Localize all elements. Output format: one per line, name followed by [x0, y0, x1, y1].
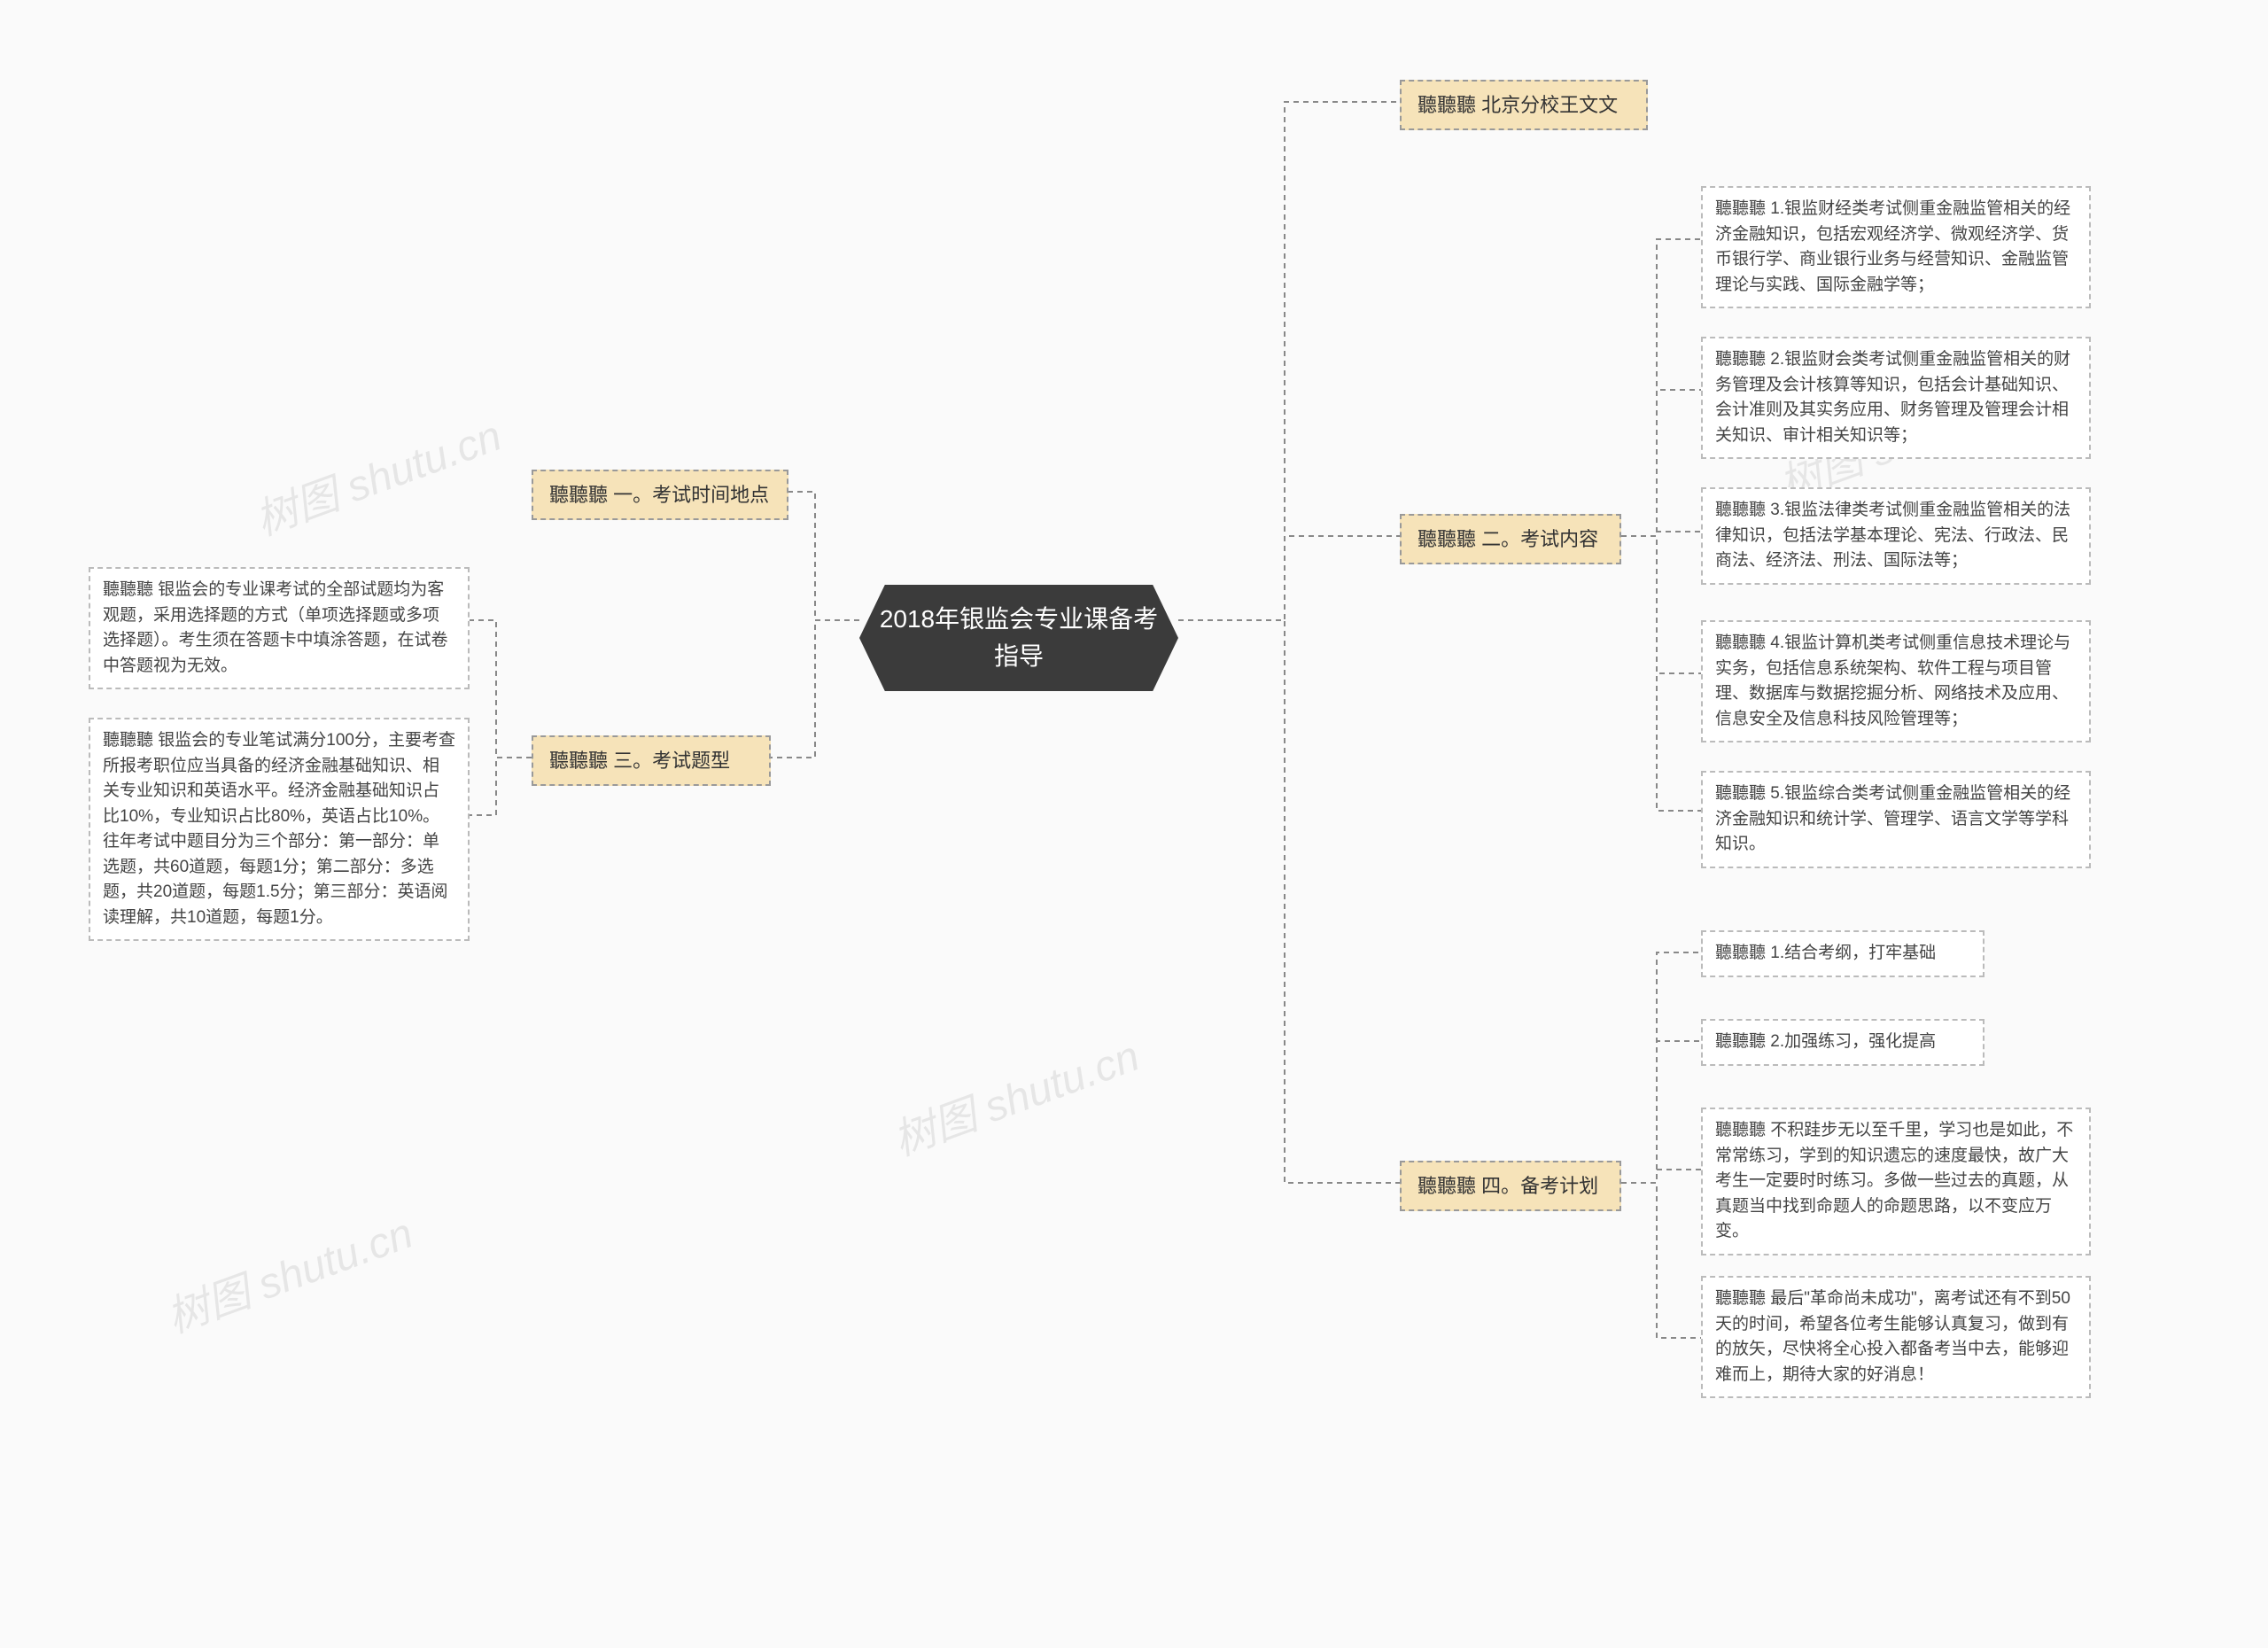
branch-sec1: 聽聽聽 一。考试时间地点 — [532, 470, 788, 520]
branch-sec2: 聽聽聽 二。考试内容 — [1400, 514, 1621, 564]
watermark: 树图 shutu.cn — [883, 1021, 1146, 1167]
leaf-sec3-1: 聽聽聽 银监会的专业课考试的全部试题均为客观题，采用选择题的方式（单项选择题或多… — [89, 567, 470, 689]
leaf-sec4-1: 聽聽聽 1.结合考纲，打牢基础 — [1701, 930, 1984, 977]
leaf-sec4-2: 聽聽聽 2.加强练习，强化提高 — [1701, 1019, 1984, 1066]
leaf-sec3-2: 聽聽聽 银监会的专业笔试满分100分，主要考查所报考职位应当具备的经济金融基础知… — [89, 718, 470, 941]
watermark: 树图 shutu.cn — [157, 1198, 420, 1344]
root-title-line2: 指导 — [877, 638, 1161, 675]
branch-sec4: 聽聽聽 四。备考计划 — [1400, 1161, 1621, 1211]
leaf-sec2-3: 聽聽聽 3.银监法律类考试侧重金融监管相关的法律知识，包括法学基本理论、宪法、行… — [1701, 487, 2091, 585]
leaf-sec2-1: 聽聽聽 1.银监财经类考试侧重金融监管相关的经济金融知识，包括宏观经济学、微观经… — [1701, 186, 2091, 308]
leaf-sec4-3: 聽聽聽 不积跬步无以至千里，学习也是如此，不常常练习，学到的知识遗忘的速度最快，… — [1701, 1108, 2091, 1255]
branch-sec3: 聽聽聽 三。考试题型 — [532, 735, 771, 786]
root-title-line1: 2018年银监会专业课备考 — [877, 601, 1161, 638]
branch-author: 聽聽聽 北京分校王文文 — [1400, 80, 1648, 130]
root-node: 2018年银监会专业课备考 指导 — [859, 585, 1178, 691]
watermark: 树图 shutu.cn — [245, 400, 509, 547]
leaf-sec2-4: 聽聽聽 4.银监计算机类考试侧重信息技术理论与实务，包括信息系统架构、软件工程与… — [1701, 620, 2091, 742]
leaf-sec2-2: 聽聽聽 2.银监财会类考试侧重金融监管相关的财务管理及会计核算等知识，包括会计基… — [1701, 337, 2091, 459]
leaf-sec4-4: 聽聽聽 最后"革命尚未成功"，离考试还有不到50天的时间，希望各位考生能够认真复… — [1701, 1276, 2091, 1398]
leaf-sec2-5: 聽聽聽 5.银监综合类考试侧重金融监管相关的经济金融知识和统计学、管理学、语言文… — [1701, 771, 2091, 868]
